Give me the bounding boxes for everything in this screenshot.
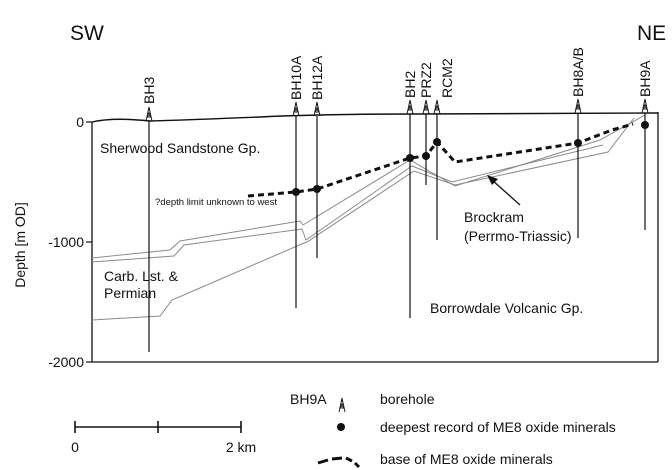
deepest-record-point: [641, 121, 649, 129]
scale-bar: 0 2 km: [71, 421, 256, 455]
borehole-label-bh9a: BH9A: [637, 60, 653, 97]
contact-lower: [91, 117, 635, 321]
borehole-collars: [145, 98, 649, 122]
derrick-icon: [406, 99, 414, 115]
ground-surface-line: [91, 112, 659, 123]
direction-ne-label: NE: [637, 22, 666, 45]
legend-base-label: base of ME8 oxide minerals: [380, 451, 553, 467]
legend-borehole-symbol-label: BH9A: [290, 391, 327, 407]
legend-derrick-icon: [338, 397, 346, 413]
contact-middle: [91, 144, 604, 263]
axis-title: Depth [m OD]: [12, 202, 28, 288]
borehole-labels: BH3 BH10A BH12A BH2 PRZ2 RCM2 BH8A/B BH9…: [141, 47, 653, 104]
borehole-label-prz2: PRZ2: [418, 62, 434, 98]
borehole-label-bh2: BH2: [402, 71, 418, 98]
borehole-label-bh3: BH3: [141, 77, 157, 104]
deepest-record-points: [292, 121, 649, 196]
borehole-label-bh10a: BH10A: [288, 55, 304, 100]
derrick-icon: [641, 98, 649, 114]
contact-upper: [91, 114, 646, 259]
derrick-icon: [292, 101, 300, 117]
unit-label-brockram-age: (Perrmo-Triassic): [464, 228, 572, 244]
depth-axis: 0 -1000 -2000 Depth [m OD]: [12, 114, 92, 370]
axis-tick-label-0: 0: [76, 114, 84, 130]
unit-contacts: [91, 114, 646, 321]
deepest-record-point: [406, 154, 414, 162]
deepest-record-point: [433, 138, 441, 146]
derrick-icon: [422, 99, 430, 115]
scale-end-label: 2 km: [226, 439, 256, 455]
deepest-record-point: [292, 188, 300, 196]
legend-dashed-line-icon: [317, 456, 361, 469]
depth-limit-note: ?depth limit unknown to west: [155, 197, 277, 208]
brockram-pointer-arrow: [487, 175, 521, 206]
direction-sw-label: SW: [70, 22, 104, 45]
derrick-icon: [433, 99, 441, 115]
derrick-icon: [145, 106, 153, 122]
borehole-label-bh12a: BH12A: [309, 55, 325, 100]
legend-deepest-label: deepest record of ME8 oxide minerals: [380, 419, 616, 435]
derrick-icon: [313, 101, 321, 117]
unit-label-carb-lst: Carb. Lst. &: [104, 268, 179, 284]
unit-label-brockram: Brockram: [464, 209, 524, 225]
scale-start-label: 0: [71, 439, 79, 455]
axis-tick-label-1000: -1000: [48, 234, 84, 250]
legend-borehole-label: borehole: [380, 391, 435, 407]
unit-label-sherwood: Sherwood Sandstone Gp.: [100, 140, 260, 156]
deepest-record-point: [313, 185, 321, 193]
borehole-label-bh8ab: BH8A/B: [570, 47, 586, 97]
axis-tick-label-2000: -2000: [48, 354, 84, 370]
oxide-base-dashed-line: [247, 122, 634, 198]
legend-dot-icon: [337, 423, 345, 431]
borehole-label-rcm2: RCM2: [439, 58, 455, 98]
unit-label-borrowdale: Borrowdale Volcanic Gp.: [430, 300, 583, 316]
unit-label-permian: Permian: [104, 285, 156, 301]
deepest-record-point: [422, 152, 430, 160]
derrick-icon: [574, 98, 582, 114]
deepest-record-point: [574, 139, 582, 147]
legend: BH9A borehole deepest record of ME8 oxid…: [290, 391, 616, 469]
